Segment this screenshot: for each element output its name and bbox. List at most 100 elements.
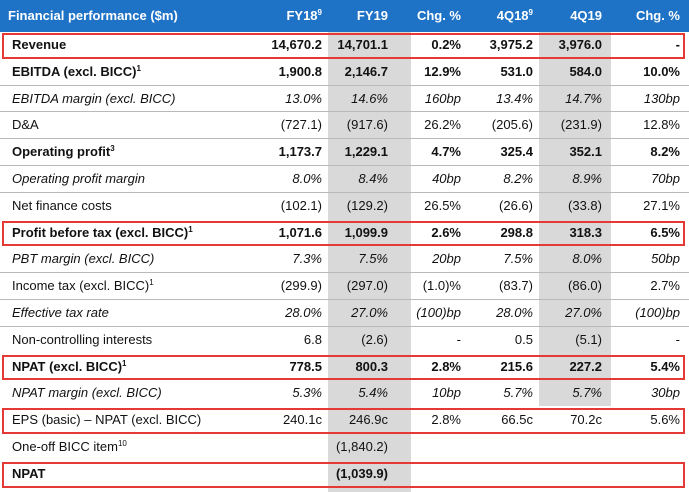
4q18-cell: 66.5c xyxy=(501,412,533,428)
chg1-cell xyxy=(405,434,461,461)
header-fy19: FY19 xyxy=(356,8,388,23)
fy19-cell: 5.4% xyxy=(358,385,388,401)
row-label: Revenue xyxy=(12,37,67,52)
table-header: Financial performance ($m) FY189 FY19 Ch… xyxy=(0,0,689,32)
chg1-cell: 26.5% xyxy=(424,197,461,213)
chg2-cell: - xyxy=(675,37,680,52)
chg1-cell: 40bp xyxy=(432,171,461,186)
chg2-cell: 5.6% xyxy=(650,412,680,428)
highlight-box xyxy=(2,461,685,488)
4q18-cell: 0.5 xyxy=(514,331,533,347)
fy18-cell xyxy=(265,434,322,461)
chg2-cell: 50bp xyxy=(651,251,680,267)
4q19-cell: 3,976.0 xyxy=(558,37,602,52)
fy19-cell: 246.9c xyxy=(348,412,388,428)
table-row: NPAT margin (excl. BICC) 5.3% 5.4% 10bp 5.7%… xyxy=(0,380,689,407)
row-divider xyxy=(0,325,689,327)
chg1-cell: 2.6% xyxy=(431,224,461,240)
table-row: Income tax (excl. BICC)1 (299.9) (297.0) (1… xyxy=(0,273,689,300)
chg2-cell: (100)bp xyxy=(635,305,680,320)
fy19-cell: 2,146.7 xyxy=(344,63,388,79)
fy18-cell: 6.8 xyxy=(303,331,322,347)
table-row: Non-controlling interests 6.8 (2.6) - 0.5 (5.… xyxy=(0,327,689,354)
fy18-cell: 13.0% xyxy=(285,90,322,106)
4q19-cell: 8.0% xyxy=(572,251,602,267)
4q19-cell: 27.0% xyxy=(565,305,602,320)
row-label: Net finance costs xyxy=(12,197,112,213)
table-row: NPAT (1,039.9) xyxy=(0,461,689,488)
fy18-cell: 778.5 xyxy=(289,358,322,374)
fy19-cell: 14,701.1 xyxy=(337,37,388,52)
row-divider xyxy=(0,138,689,140)
chg1-cell: 20bp xyxy=(432,251,461,267)
chg1-cell: 0.2% xyxy=(431,37,461,52)
table-row: Profit before tax (excl. BICC)1 1,071.6 1,… xyxy=(0,220,689,247)
4q18-cell: 298.8 xyxy=(500,224,533,240)
header-4q19: 4Q19 xyxy=(570,8,602,23)
table-row: NPAT (excl. BICC)1 778.5 800.3 2.8% 215.6 227… xyxy=(0,354,689,381)
4q19-cell: 14.7% xyxy=(565,90,602,106)
4q19-cell: 8.9% xyxy=(572,171,602,186)
4q19-cell: 352.1 xyxy=(569,144,602,160)
table-row: Revenue 14,670.2 14,701.1 0.2% 3,975.2 3,976.… xyxy=(0,32,689,59)
row-label: NPAT (excl. BICC)1 xyxy=(12,358,127,374)
chg1-cell: 160bp xyxy=(424,90,461,106)
4q19-cell: 318.3 xyxy=(569,224,602,240)
table-row: Effective tax rate 28.0% 27.0% (100)bp 28.0%… xyxy=(0,300,689,327)
row-divider xyxy=(0,84,689,86)
chg2-cell: 5.4% xyxy=(650,358,680,374)
highlight-box xyxy=(2,354,685,381)
4q18-cell: 8.2% xyxy=(503,171,533,186)
4q19-cell: (33.8) xyxy=(568,197,602,213)
header-fy18: FY189 xyxy=(286,8,322,23)
chg1-cell: 26.2% xyxy=(424,117,461,133)
table-row: PBT margin (excl. BICC) 7.3% 7.5% 20bp 7.5% 8… xyxy=(0,246,689,273)
4q19-cell: 5.7% xyxy=(572,385,602,401)
chg1-cell: (100)bp xyxy=(416,305,461,320)
table-row: One-off BICC item10 (1,840.2) xyxy=(0,434,689,461)
row-label: Effective tax rate xyxy=(12,305,109,320)
row-divider xyxy=(0,111,689,113)
fy18-cell: (299.9) xyxy=(280,278,322,294)
highlight-box xyxy=(2,33,685,59)
4q18-cell: 531.0 xyxy=(500,63,533,79)
4q19-cell: 70.2c xyxy=(570,412,602,428)
row-label: EBITDA (excl. BICC)1 xyxy=(12,63,141,79)
table-row: Net finance costs (102.1) (129.2) 26.5% (26.… xyxy=(0,193,689,220)
row-divider xyxy=(0,191,689,193)
chg2-cell: 130bp xyxy=(643,90,680,106)
4q18-cell: 7.5% xyxy=(503,251,533,267)
fy19-cell: (917.6) xyxy=(346,117,388,133)
4q19-cell: (86.0) xyxy=(568,278,602,294)
table-row: EPS (basic) – NPAT (excl. BICC) 240.1c 246… xyxy=(0,407,689,434)
row-label: EPS (basic) – NPAT (excl. BICC) xyxy=(12,412,202,428)
chg2-cell: 8.2% xyxy=(650,144,680,160)
4q19-cell xyxy=(540,434,602,461)
chg2-cell: - xyxy=(675,331,680,347)
4q18-cell: 13.4% xyxy=(496,90,533,106)
chg2-cell: 70bp xyxy=(651,171,680,186)
table-row: Operating profit margin 8.0% 8.4% 40bp 8.2% 8… xyxy=(0,166,689,193)
chg2-cell: 12.8% xyxy=(643,117,680,133)
row-label: NPAT margin (excl. BICC) xyxy=(12,385,162,401)
row-label: NPAT xyxy=(12,465,46,481)
fy18-cell: 1,071.6 xyxy=(278,224,322,240)
fy19-cell: (297.0) xyxy=(346,278,388,294)
4q19-cell: 584.0 xyxy=(569,63,602,79)
chg2-cell: 2.7% xyxy=(650,278,680,294)
4q18-cell: (205.6) xyxy=(491,117,533,133)
fy19-cell: 7.5% xyxy=(358,251,388,267)
row-label: Non-controlling interests xyxy=(12,331,153,347)
4q18-cell: 5.7% xyxy=(503,385,533,401)
row-divider xyxy=(0,272,689,274)
header-4q18: 4Q189 xyxy=(496,8,533,23)
row-label: D&A xyxy=(12,117,39,133)
fy19-cell: 14.6% xyxy=(351,90,388,106)
header-chg1: Chg. % xyxy=(416,8,461,23)
fy19-column-shade xyxy=(328,32,411,492)
fy18-cell: 5.3% xyxy=(292,385,322,401)
4q18-cell: 28.0% xyxy=(496,305,533,320)
fy19-cell: (2.6) xyxy=(361,331,388,347)
row-label: Operating profit3 xyxy=(12,144,115,160)
row-divider xyxy=(0,165,689,166)
